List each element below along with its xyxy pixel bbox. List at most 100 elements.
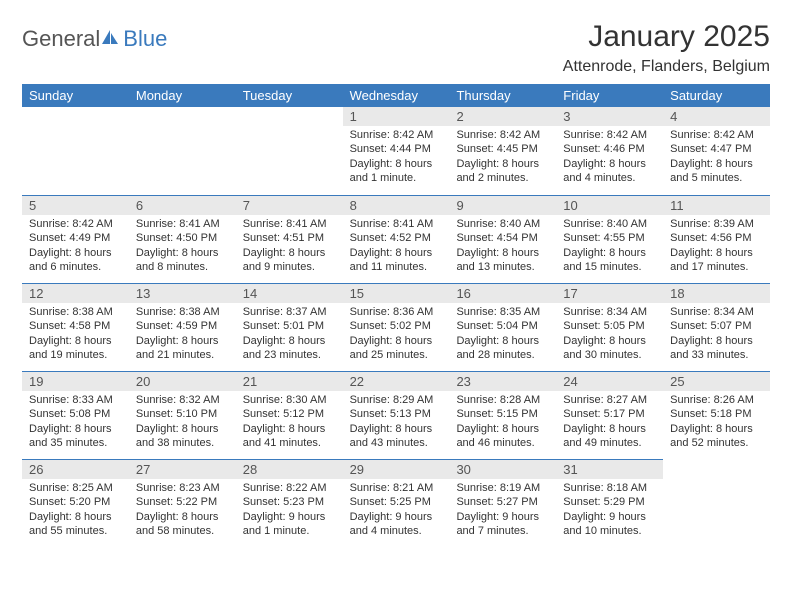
calendar-cell: 3Sunrise: 8:42 AMSunset: 4:46 PMDaylight… [556,107,663,195]
cell-body [129,126,236,132]
day-number [236,107,343,126]
calendar-cell: 14Sunrise: 8:37 AMSunset: 5:01 PMDayligh… [236,283,343,371]
cell-body: Sunrise: 8:34 AMSunset: 5:07 PMDaylight:… [663,303,770,366]
cell-body [22,126,129,132]
cell-body: Sunrise: 8:32 AMSunset: 5:10 PMDaylight:… [129,391,236,454]
cell-body: Sunrise: 8:26 AMSunset: 5:18 PMDaylight:… [663,391,770,454]
calendar-cell: 24Sunrise: 8:27 AMSunset: 5:17 PMDayligh… [556,371,663,459]
day-number: 2 [449,107,556,126]
calendar-week: 12Sunrise: 8:38 AMSunset: 4:58 PMDayligh… [22,283,770,371]
calendar-cell: 15Sunrise: 8:36 AMSunset: 5:02 PMDayligh… [343,283,450,371]
day-header: Tuesday [236,84,343,107]
sunset-text: Sunset: 5:29 PM [563,495,656,509]
cell-body: Sunrise: 8:29 AMSunset: 5:13 PMDaylight:… [343,391,450,454]
cell-body: Sunrise: 8:41 AMSunset: 4:52 PMDaylight:… [343,215,450,278]
daylight-text: Daylight: 8 hours and 4 minutes. [563,157,656,186]
sunset-text: Sunset: 5:15 PM [456,407,549,421]
calendar-cell: 17Sunrise: 8:34 AMSunset: 5:05 PMDayligh… [556,283,663,371]
brand-sail-icon [100,28,120,51]
sunset-text: Sunset: 5:22 PM [136,495,229,509]
day-number: 9 [449,195,556,215]
day-number: 6 [129,195,236,215]
title-block: January 2025 Attenrode, Flanders, Belgiu… [563,20,770,76]
daylight-text: Daylight: 8 hours and 38 minutes. [136,422,229,451]
sunset-text: Sunset: 5:13 PM [350,407,443,421]
sunrise-text: Sunrise: 8:37 AM [243,305,336,319]
sunset-text: Sunset: 5:18 PM [670,407,763,421]
cell-body: Sunrise: 8:42 AMSunset: 4:49 PMDaylight:… [22,215,129,278]
day-number: 26 [22,459,129,479]
calendar-cell: 22Sunrise: 8:29 AMSunset: 5:13 PMDayligh… [343,371,450,459]
day-number: 4 [663,107,770,126]
day-headers-row: Sunday Monday Tuesday Wednesday Thursday… [22,84,770,107]
sunset-text: Sunset: 4:55 PM [563,231,656,245]
sunrise-text: Sunrise: 8:29 AM [350,393,443,407]
sunrise-text: Sunrise: 8:41 AM [243,217,336,231]
day-number [129,107,236,126]
sunrise-text: Sunrise: 8:26 AM [670,393,763,407]
daylight-text: Daylight: 8 hours and 52 minutes. [670,422,763,451]
daylight-text: Daylight: 8 hours and 33 minutes. [670,334,763,363]
daylight-text: Daylight: 8 hours and 13 minutes. [456,246,549,275]
calendar-cell: 5Sunrise: 8:42 AMSunset: 4:49 PMDaylight… [22,195,129,283]
sunrise-text: Sunrise: 8:28 AM [456,393,549,407]
day-number [22,107,129,126]
sunset-text: Sunset: 5:07 PM [670,319,763,333]
calendar-cell: 31Sunrise: 8:18 AMSunset: 5:29 PMDayligh… [556,459,663,547]
sunset-text: Sunset: 4:47 PM [670,142,763,156]
cell-body: Sunrise: 8:33 AMSunset: 5:08 PMDaylight:… [22,391,129,454]
brand-text-1: General [22,26,100,52]
cell-body: Sunrise: 8:35 AMSunset: 5:04 PMDaylight:… [449,303,556,366]
calendar-cell: 2Sunrise: 8:42 AMSunset: 4:45 PMDaylight… [449,107,556,195]
cell-body: Sunrise: 8:42 AMSunset: 4:47 PMDaylight:… [663,126,770,189]
daylight-text: Daylight: 8 hours and 41 minutes. [243,422,336,451]
cell-body: Sunrise: 8:37 AMSunset: 5:01 PMDaylight:… [236,303,343,366]
cell-body [663,478,770,484]
day-number: 31 [556,459,663,479]
daylight-text: Daylight: 8 hours and 46 minutes. [456,422,549,451]
calendar-week: 5Sunrise: 8:42 AMSunset: 4:49 PMDaylight… [22,195,770,283]
daylight-text: Daylight: 8 hours and 1 minute. [350,157,443,186]
daylight-text: Daylight: 8 hours and 35 minutes. [29,422,122,451]
sunrise-text: Sunrise: 8:35 AM [456,305,549,319]
day-number: 28 [236,459,343,479]
calendar-cell [236,107,343,195]
daylight-text: Daylight: 9 hours and 4 minutes. [350,510,443,539]
day-header: Sunday [22,84,129,107]
sunset-text: Sunset: 5:01 PM [243,319,336,333]
calendar-cell: 25Sunrise: 8:26 AMSunset: 5:18 PMDayligh… [663,371,770,459]
day-number: 5 [22,195,129,215]
cell-body: Sunrise: 8:36 AMSunset: 5:02 PMDaylight:… [343,303,450,366]
sunrise-text: Sunrise: 8:30 AM [243,393,336,407]
day-number: 22 [343,371,450,391]
sunset-text: Sunset: 4:46 PM [563,142,656,156]
day-number: 21 [236,371,343,391]
calendar-cell: 18Sunrise: 8:34 AMSunset: 5:07 PMDayligh… [663,283,770,371]
daylight-text: Daylight: 8 hours and 9 minutes. [243,246,336,275]
calendar-cell: 7Sunrise: 8:41 AMSunset: 4:51 PMDaylight… [236,195,343,283]
cell-body: Sunrise: 8:41 AMSunset: 4:50 PMDaylight:… [129,215,236,278]
sunset-text: Sunset: 4:52 PM [350,231,443,245]
sunrise-text: Sunrise: 8:36 AM [350,305,443,319]
weeks-container: 1Sunrise: 8:42 AMSunset: 4:44 PMDaylight… [22,107,770,547]
day-number: 16 [449,283,556,303]
day-number: 1 [343,107,450,126]
cell-body: Sunrise: 8:22 AMSunset: 5:23 PMDaylight:… [236,479,343,542]
cell-body: Sunrise: 8:42 AMSunset: 4:45 PMDaylight:… [449,126,556,189]
calendar-week: 1Sunrise: 8:42 AMSunset: 4:44 PMDaylight… [22,107,770,195]
cell-body: Sunrise: 8:38 AMSunset: 4:58 PMDaylight:… [22,303,129,366]
day-number: 12 [22,283,129,303]
page-title: January 2025 [563,20,770,54]
day-number: 3 [556,107,663,126]
day-number: 20 [129,371,236,391]
sunrise-text: Sunrise: 8:22 AM [243,481,336,495]
sunrise-text: Sunrise: 8:42 AM [456,128,549,142]
day-number: 7 [236,195,343,215]
sunrise-text: Sunrise: 8:25 AM [29,481,122,495]
cell-body: Sunrise: 8:23 AMSunset: 5:22 PMDaylight:… [129,479,236,542]
daylight-text: Daylight: 8 hours and 11 minutes. [350,246,443,275]
daylight-text: Daylight: 8 hours and 17 minutes. [670,246,763,275]
day-number: 19 [22,371,129,391]
day-header: Saturday [663,84,770,107]
cell-body: Sunrise: 8:40 AMSunset: 4:54 PMDaylight:… [449,215,556,278]
